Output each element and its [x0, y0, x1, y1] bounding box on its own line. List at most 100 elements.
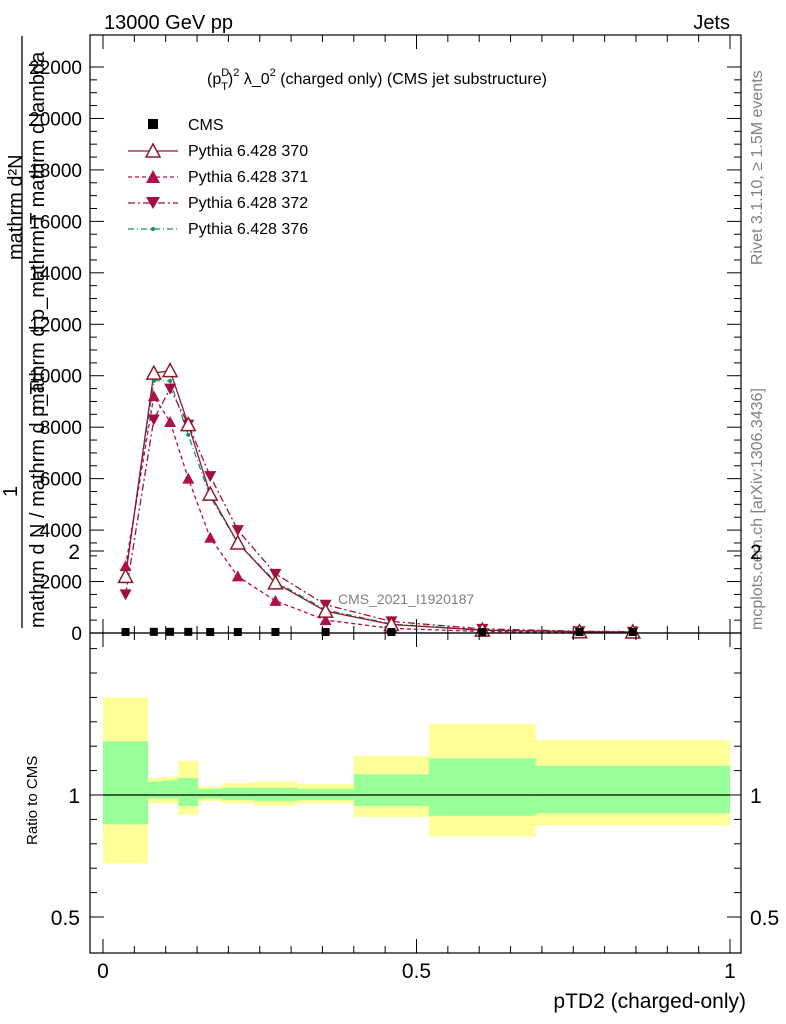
- mcplots-label: mcplots.cern.ch [arXiv:1306.3436]: [749, 388, 766, 630]
- series-line-2: [124, 394, 633, 634]
- point-cms: [206, 627, 215, 636]
- point-372: [231, 525, 244, 537]
- series-line-4: [124, 380, 633, 633]
- ylabel-frac-num: 1: [0, 486, 22, 497]
- point-cms: [271, 628, 280, 636]
- point-370: [229, 534, 247, 550]
- legend-marker-372: [146, 197, 160, 209]
- point-371: [319, 614, 332, 626]
- point-cms: [233, 628, 242, 636]
- legend-marker-cms: [148, 119, 158, 129]
- x-tick-label: 0: [97, 960, 109, 983]
- legend-label-cms: CMS: [188, 117, 224, 134]
- y-tick-label: 14000: [29, 264, 82, 285]
- main-axes: 0 2000 4000 6000 8000 10000 12000 14000 16000 180…: [29, 35, 741, 645]
- legend-marker-371: [146, 170, 160, 183]
- point-370: [180, 416, 197, 432]
- ratio-y-tick-label-right: 1: [750, 785, 762, 808]
- ratio-band-inner: [222, 787, 254, 800]
- ratio-band-inner: [253, 787, 298, 802]
- ratio-band-inner: [103, 741, 149, 825]
- point-cms: [575, 628, 584, 636]
- point-cms: [321, 628, 330, 636]
- y-tick-label: 18000: [29, 161, 82, 182]
- ratio-band-inner: [198, 788, 223, 799]
- point-372: [164, 383, 177, 395]
- y-tick-label: 20000: [29, 109, 82, 130]
- legend-marker-370: [144, 142, 162, 158]
- legend-label-371: Pythia 6.428 371: [188, 169, 308, 186]
- point-370: [201, 485, 219, 501]
- point-370: [267, 574, 284, 590]
- x-tick-label: 1: [724, 960, 736, 983]
- point-376: [186, 432, 191, 437]
- process-label: Jets: [693, 12, 730, 34]
- ratio-axes: 0.5 0.5 1 1 2 2 0 0.5 1: [51, 541, 779, 983]
- ratio-band-inner: [297, 788, 354, 800]
- point-cms: [478, 628, 487, 636]
- y-tick-label: 4000: [40, 521, 82, 542]
- title-lambda: λ_0: [239, 71, 269, 88]
- ylabel-bottom: mathrm d N / mathrm d p_T: [27, 382, 49, 628]
- y-tick-label: 0: [71, 624, 82, 645]
- ylabel-mid: mathrm d p_mathrm T mathrm d lambda: [27, 51, 49, 410]
- y-tick-label: 16000: [29, 212, 82, 233]
- title-sup-2: 2: [233, 67, 239, 79]
- point-371: [231, 570, 244, 582]
- title-sup-2b: 2: [270, 67, 276, 79]
- ratio-bands: [103, 697, 730, 864]
- ratio-band-inner: [429, 758, 536, 816]
- point-370: [161, 361, 179, 378]
- y-tick-label: 22000: [29, 58, 82, 79]
- legend-label-372: Pythia 6.428 372: [188, 195, 308, 212]
- point-372: [204, 471, 217, 483]
- ratio-band-inner: [148, 781, 163, 799]
- point-371: [164, 416, 177, 428]
- ratio-y-tick-label: 2: [68, 541, 80, 564]
- legend-label-376: Pythia 6.428 376: [188, 221, 308, 238]
- analysis-watermark: CMS_2021_I1920187: [338, 591, 474, 607]
- y-tick-label: 2000: [40, 573, 82, 594]
- legend-label-370: Pythia 6.428 370: [188, 143, 308, 160]
- ratio-y-tick-label: 1: [68, 785, 80, 808]
- ratio-band-inner: [535, 765, 730, 814]
- point-371: [119, 560, 132, 572]
- point-371: [147, 390, 160, 402]
- point-371: [204, 531, 217, 543]
- point-cms: [387, 628, 396, 636]
- point-376: [168, 378, 173, 383]
- point-370: [145, 364, 163, 380]
- ratio-band-inner: [162, 780, 179, 799]
- point-cms: [184, 627, 193, 636]
- ratio-band-inner: [178, 777, 199, 806]
- title-rest: (charged only) (CMS jet substructure): [276, 71, 547, 88]
- ratio-y-tick-label-right: 0.5: [750, 907, 779, 930]
- main-series: [117, 361, 642, 639]
- legend-marker-376: [151, 227, 155, 231]
- point-370: [317, 602, 334, 618]
- y-tick-label: 12000: [29, 315, 82, 336]
- point-cms: [166, 627, 175, 636]
- point-372: [147, 414, 160, 426]
- main-ylabel: mathrm d²N mathrm d p_mathrm T mathrm d …: [0, 36, 49, 628]
- title-part-p: (p: [207, 71, 221, 88]
- legend: CMS Pythia 6.428 370 Pythia 6.428 371 Py…: [128, 117, 308, 238]
- point-371: [269, 594, 282, 606]
- ratio-plot-frame: [89, 632, 742, 954]
- point-372: [119, 589, 132, 601]
- main-title: (pD T)2 λ_02 (charged only) (CMS jet subs…: [207, 67, 547, 93]
- ratio-band-inner: [353, 774, 430, 806]
- y-tick-label: 8000: [40, 418, 82, 439]
- y-tick-label: 10000: [29, 367, 82, 388]
- title-sup-d: D: [221, 67, 229, 79]
- point-371: [182, 472, 195, 484]
- ylabel-top: mathrm d²N: [5, 154, 27, 260]
- point-cms: [149, 627, 158, 636]
- point-cms: [121, 628, 130, 636]
- rivet-label: Rivet 3.1.10, ≥ 1.5M events: [749, 70, 766, 265]
- title-close: ): [228, 71, 233, 88]
- title-sub-t: T: [221, 81, 228, 93]
- series-line-3: [124, 387, 633, 633]
- point-370: [117, 567, 134, 584]
